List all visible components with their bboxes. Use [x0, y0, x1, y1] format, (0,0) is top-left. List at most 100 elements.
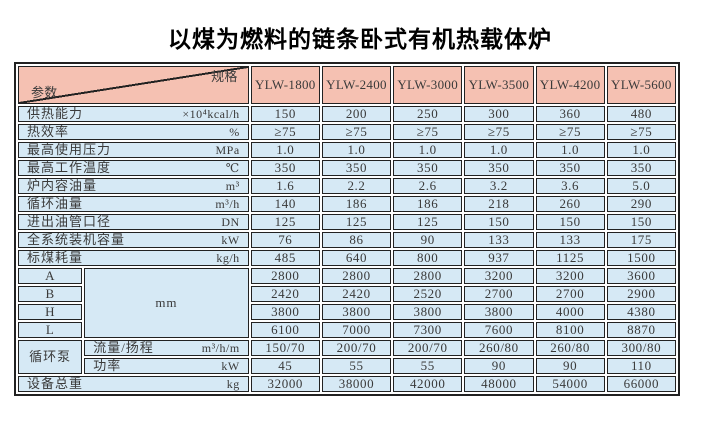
- value-cell: 140: [250, 196, 320, 212]
- table-row-7: 全系统装机容量 kW 76 86 90 133 133 175: [18, 232, 676, 248]
- param-name: 热效率: [27, 124, 70, 139]
- diagonal-divider: [19, 67, 248, 103]
- spec-table: 规格 参数 YLW-1800 YLW-2400 YLW-3000 YLW-350…: [14, 62, 680, 396]
- value-cell: 2900: [606, 286, 676, 302]
- value-cell: 350: [250, 160, 320, 176]
- model-header-ylw-4200: YLW-4200: [535, 66, 605, 104]
- value-cell: 7600: [464, 322, 534, 338]
- param-unit: kW: [221, 233, 240, 247]
- param-label-cell: 进出油管口径 DN: [18, 214, 249, 230]
- value-cell: 2800: [250, 268, 320, 284]
- pump-param-wrap: 功率 kW: [85, 359, 248, 373]
- value-cell: 200/70: [321, 340, 392, 356]
- value-cell: 218: [464, 196, 534, 212]
- value-cell: 86: [321, 232, 392, 248]
- value-cell: 150: [464, 214, 534, 230]
- value-cell: 2700: [464, 286, 534, 302]
- table-row-0: 供热能力 ×10⁴kcal/h 150 200 250 300 360 480: [18, 106, 676, 122]
- value-cell: 66000: [606, 376, 676, 392]
- table-row-2: 最高使用压力 MPa 1.0 1.0 1.0 1.0 1.0 1.0: [18, 142, 676, 158]
- table-row-14: 功率 kW 45 55 55 90 90 110: [18, 358, 676, 374]
- param-unit: m³: [225, 179, 240, 193]
- value-cell: 480: [606, 106, 676, 122]
- param-label-wrap: 标煤耗量 kg/h: [19, 251, 248, 265]
- param-name: 最高工作温度: [27, 160, 112, 175]
- value-cell: 350: [464, 160, 534, 176]
- value-cell: 4000: [535, 304, 605, 320]
- param-name: 设备总重: [27, 376, 84, 391]
- value-cell: ≥75: [464, 124, 534, 140]
- value-cell: 3600: [606, 268, 676, 284]
- param-unit: m³/h/m: [201, 341, 240, 355]
- param-unit: ℃: [225, 161, 240, 175]
- value-cell: 350: [606, 160, 676, 176]
- param-label-wrap: 循环油量 m³/h: [19, 197, 248, 211]
- value-cell: 2800: [321, 268, 392, 284]
- value-cell: 640: [321, 250, 392, 266]
- param-unit: DN: [221, 215, 240, 229]
- param-unit: kW: [221, 359, 240, 373]
- value-cell: 937: [464, 250, 534, 266]
- value-cell: ≥75: [606, 124, 676, 140]
- table-row-8: 标煤耗量 kg/h 485 640 800 937 1125 1500: [18, 250, 676, 266]
- value-cell: 7000: [321, 322, 392, 338]
- value-cell: 133: [535, 232, 605, 248]
- param-unit: kg: [226, 377, 240, 391]
- value-cell: 150/70: [250, 340, 320, 356]
- value-cell: 290: [606, 196, 676, 212]
- param-label-wrap: 供热能力 ×10⁴kcal/h: [19, 107, 248, 121]
- value-cell: 3800: [321, 304, 392, 320]
- table-row-5: 循环油量 m³/h 140 186 186 218 260 290: [18, 196, 676, 212]
- value-cell: 1.0: [606, 142, 676, 158]
- corner-param-label: 参数: [31, 85, 58, 100]
- param-unit: ×10⁴kcal/h: [182, 107, 240, 121]
- dim-letter-cell: L: [18, 322, 83, 338]
- model-header-ylw-5600: YLW-5600: [606, 66, 676, 104]
- value-cell: 1.0: [535, 142, 605, 158]
- value-cell: 2520: [393, 286, 463, 302]
- value-cell: 260/80: [464, 340, 534, 356]
- value-cell: 4380: [606, 304, 676, 320]
- value-cell: 800: [393, 250, 463, 266]
- value-cell: 48000: [464, 376, 534, 392]
- dim-unit-cell: mm: [84, 268, 249, 338]
- value-cell: 186: [321, 196, 392, 212]
- value-cell: 1.0: [464, 142, 534, 158]
- param-name: 进出油管口径: [27, 214, 112, 229]
- value-cell: 2420: [250, 286, 320, 302]
- value-cell: 90: [393, 232, 463, 248]
- value-cell: 90: [464, 358, 534, 374]
- param-label-cell: 标煤耗量 kg/h: [18, 250, 249, 266]
- value-cell: 150: [535, 214, 605, 230]
- value-cell: 260: [535, 196, 605, 212]
- value-cell: 3800: [464, 304, 534, 320]
- dim-letter-cell: A: [18, 268, 83, 284]
- model-header-ylw-1800: YLW-1800: [250, 66, 320, 104]
- table-row-12: L 6100 7000 7300 7600 8100 8870: [18, 322, 676, 338]
- param-unit: m³/h: [215, 197, 240, 211]
- value-cell: 2.2: [321, 178, 392, 194]
- param-label-wrap: 设备总重 kg: [19, 377, 248, 391]
- param-name: 最高使用压力: [27, 142, 112, 157]
- param-unit: %: [229, 125, 240, 139]
- param-label-cell: 热效率%: [18, 124, 249, 140]
- value-cell: 300: [464, 106, 534, 122]
- table-row-15: 设备总重 kg 32000 38000 42000 48000 54000 66000: [18, 376, 676, 392]
- value-cell: 1.6: [250, 178, 320, 194]
- value-cell: 133: [464, 232, 534, 248]
- param-label-wrap: 热效率%: [19, 125, 248, 139]
- table-row-4: 炉内容油量 m³ 1.6 2.2 2.6 3.2 3.6 5.0: [18, 178, 676, 194]
- value-cell: 350: [321, 160, 392, 176]
- value-cell: 7300: [393, 322, 463, 338]
- value-cell: 2800: [393, 268, 463, 284]
- value-cell: 3800: [393, 304, 463, 320]
- value-cell: 125: [250, 214, 320, 230]
- value-cell: 6100: [250, 322, 320, 338]
- value-cell: ≥75: [321, 124, 392, 140]
- value-cell: 200: [321, 106, 392, 122]
- param-name: 供热能力: [27, 106, 84, 121]
- param-name: 全系统装机容量: [27, 232, 126, 247]
- param-name: 标煤耗量: [27, 250, 84, 265]
- value-cell: 1.0: [321, 142, 392, 158]
- value-cell: ≥75: [535, 124, 605, 140]
